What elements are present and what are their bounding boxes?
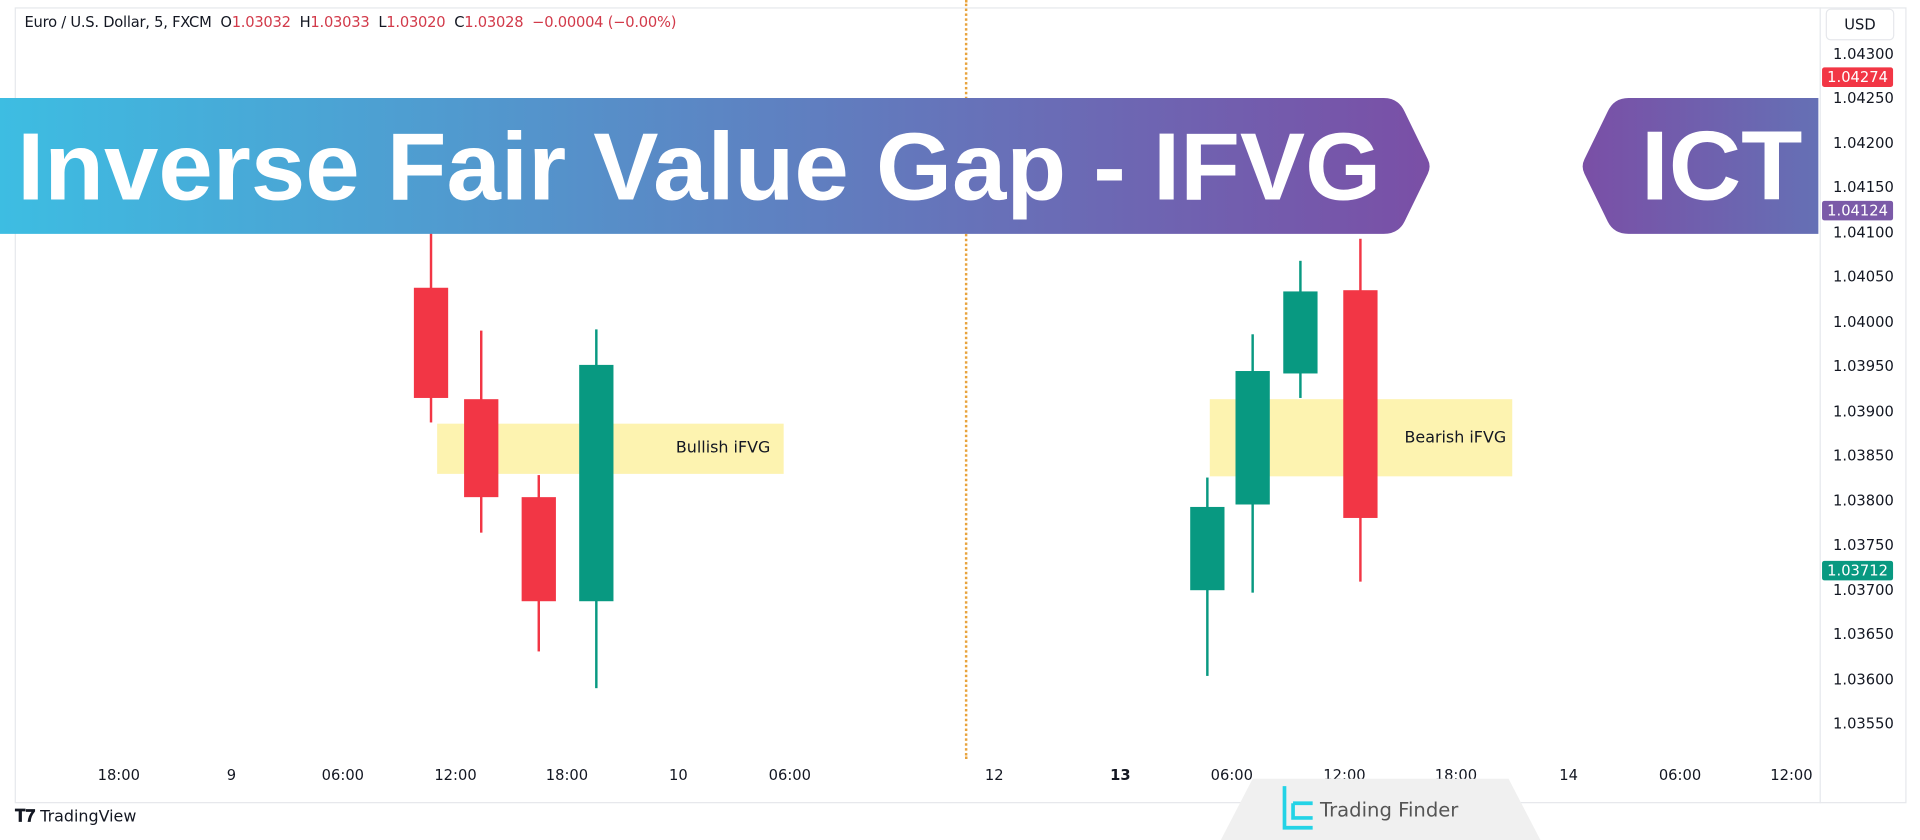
time-tick-label: 12:00 — [434, 766, 477, 784]
candle-body[interactable] — [1235, 370, 1270, 505]
time-tick-label: 12 — [984, 766, 1004, 784]
price-tick-label: 1.04150 — [1833, 179, 1894, 197]
price-tag: 1.04124 — [1822, 201, 1894, 221]
close-value: 1.03028 — [464, 13, 524, 31]
price-tick-label: 1.04000 — [1833, 313, 1894, 331]
price-tick-label: 1.03600 — [1833, 670, 1894, 688]
candle-body[interactable] — [1283, 291, 1318, 374]
candle-body[interactable] — [521, 496, 557, 602]
low-value: 1.03020 — [386, 13, 446, 31]
candle-body[interactable] — [413, 287, 448, 398]
price-tick-label: 1.04300 — [1833, 45, 1894, 63]
candle-body[interactable] — [1342, 290, 1378, 519]
price-tick-label: 1.03900 — [1833, 402, 1894, 420]
chart-frame — [14, 7, 1907, 804]
price-tick-label: 1.03700 — [1833, 581, 1894, 599]
low-label: L — [378, 13, 387, 31]
price-tick-label: 1.03550 — [1833, 715, 1894, 733]
price-tick-label: 1.04250 — [1833, 89, 1894, 108]
symbol-legend: Euro / U.S. Dollar, 5, FXCM O1.03032 H1.… — [24, 13, 676, 30]
high-label: H — [299, 13, 311, 31]
candle-body[interactable] — [579, 364, 614, 602]
price-tick-label: 1.03800 — [1833, 491, 1894, 510]
price-tick-label: 1.04100 — [1833, 223, 1894, 242]
candle-body[interactable] — [464, 399, 499, 497]
time-tick-label: 06:00 — [1658, 766, 1702, 784]
close-label: C — [454, 13, 465, 31]
tradingview-label: TradingView — [40, 807, 137, 826]
price-tick-label: 1.03850 — [1833, 447, 1894, 465]
time-tick-label: 18:00 — [97, 766, 140, 784]
open-value: 1.03032 — [231, 13, 291, 31]
time-tick-label: 18:00 — [545, 766, 589, 784]
open-label: O — [220, 13, 232, 31]
price-tick-label: 1.03950 — [1833, 357, 1894, 376]
trading-finder-label: Trading Finder — [1320, 798, 1459, 822]
symbol-name[interactable]: Euro / U.S. Dollar, 5, FXCM — [24, 13, 212, 31]
price-tick-label: 1.04200 — [1833, 134, 1894, 152]
time-tick-label: 06:00 — [321, 766, 365, 784]
time-tick-label: 10 — [669, 766, 688, 784]
currency-button[interactable]: USD — [1825, 8, 1895, 41]
ict-badge-shape — [1582, 97, 1819, 234]
price-tag: 1.03712 — [1822, 560, 1894, 580]
time-tick-label: 06:00 — [768, 766, 811, 784]
candle-body[interactable] — [1189, 506, 1225, 591]
tradingview-logo[interactable]: 𝐓𝟕 TradingView — [15, 807, 137, 827]
ifvg-zone-label: Bullish iFVG — [675, 439, 771, 458]
ict-badge-text: ICT — [1641, 111, 1803, 221]
time-tick-label: 12:00 — [1770, 766, 1813, 784]
title-banner-shape — [0, 97, 1430, 234]
price-axis-divider — [1819, 7, 1821, 804]
session-separator-line — [965, 0, 968, 760]
time-tick-label: 13 — [1110, 766, 1131, 784]
banner-title: Inverse Fair Value Gap - IFVG — [17, 115, 1381, 221]
price-tick-label: 1.03650 — [1833, 625, 1894, 643]
price-tick-label: 1.03750 — [1833, 536, 1894, 554]
price-tag: 1.04274 — [1822, 67, 1894, 87]
ifvg-zone-label: Bearish iFVG — [1404, 428, 1507, 448]
time-tick-label: 14 — [1559, 766, 1578, 784]
time-tick-label: 9 — [226, 766, 237, 784]
change-value: −0.00004 (−0.00%) — [532, 13, 677, 31]
high-value: 1.03033 — [310, 13, 370, 31]
tradingview-icon: 𝐓𝟕 — [14, 806, 36, 827]
price-tick-label: 1.04050 — [1833, 268, 1894, 286]
